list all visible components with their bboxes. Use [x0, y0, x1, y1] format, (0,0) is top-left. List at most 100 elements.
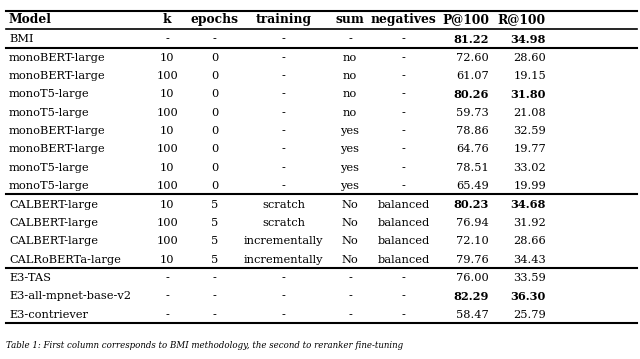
Text: 79.76: 79.76 — [456, 255, 489, 265]
Text: 100: 100 — [156, 108, 178, 118]
Text: -: - — [402, 71, 406, 81]
Text: -: - — [348, 310, 352, 320]
Text: 0: 0 — [211, 144, 218, 154]
Text: monoBERT-large: monoBERT-large — [9, 53, 106, 62]
Text: -: - — [282, 181, 285, 191]
Text: 78.51: 78.51 — [456, 163, 489, 173]
Text: 19.15: 19.15 — [513, 71, 546, 81]
Text: 36.30: 36.30 — [511, 291, 546, 302]
Text: 76.00: 76.00 — [456, 273, 489, 283]
Text: epochs: epochs — [191, 13, 239, 27]
Text: -: - — [212, 273, 216, 283]
Text: yes: yes — [340, 181, 360, 191]
Text: 10: 10 — [160, 200, 175, 210]
Text: -: - — [282, 292, 285, 302]
Text: -: - — [282, 163, 285, 173]
Text: scratch: scratch — [262, 218, 305, 228]
Text: 28.60: 28.60 — [513, 53, 546, 62]
Text: Table 1: First column corresponds to BMI methodology, the second to reranker fin: Table 1: First column corresponds to BMI… — [6, 341, 404, 350]
Text: training: training — [256, 13, 312, 27]
Text: 100: 100 — [156, 236, 178, 246]
Text: -: - — [348, 34, 352, 44]
Text: 34.98: 34.98 — [511, 34, 546, 45]
Text: -: - — [402, 310, 406, 320]
Text: -: - — [282, 71, 285, 81]
Text: -: - — [348, 292, 352, 302]
Text: -: - — [212, 310, 216, 320]
Text: -: - — [402, 53, 406, 62]
Text: yes: yes — [340, 126, 360, 136]
Text: 65.49: 65.49 — [456, 181, 489, 191]
Text: 0: 0 — [211, 126, 218, 136]
Text: 72.60: 72.60 — [456, 53, 489, 62]
Text: -: - — [282, 108, 285, 118]
Text: incrementally: incrementally — [244, 255, 324, 265]
Text: balanced: balanced — [378, 255, 429, 265]
Text: balanced: balanced — [378, 218, 429, 228]
Text: 100: 100 — [156, 181, 178, 191]
Text: P@100: P@100 — [442, 13, 489, 27]
Text: CALRoBERTa-large: CALRoBERTa-large — [9, 255, 121, 265]
Text: E3-contriever: E3-contriever — [9, 310, 88, 320]
Text: -: - — [402, 292, 406, 302]
Text: monoT5-large: monoT5-large — [9, 108, 90, 118]
Text: -: - — [402, 273, 406, 283]
Text: 81.22: 81.22 — [454, 34, 489, 45]
Text: 10: 10 — [160, 255, 175, 265]
Text: 28.66: 28.66 — [513, 236, 546, 246]
Text: -: - — [165, 34, 169, 44]
Text: 21.08: 21.08 — [513, 108, 546, 118]
Text: 80.23: 80.23 — [454, 199, 489, 210]
Text: -: - — [348, 273, 352, 283]
Text: monoBERT-large: monoBERT-large — [9, 144, 106, 154]
Text: 82.29: 82.29 — [454, 291, 489, 302]
Text: 0: 0 — [211, 108, 218, 118]
Text: no: no — [343, 108, 357, 118]
Text: 64.76: 64.76 — [456, 144, 489, 154]
Text: R@100: R@100 — [498, 13, 546, 27]
Text: -: - — [165, 310, 169, 320]
Text: 59.73: 59.73 — [456, 108, 489, 118]
Text: 32.59: 32.59 — [513, 126, 546, 136]
Text: balanced: balanced — [378, 236, 429, 246]
Text: 5: 5 — [211, 218, 218, 228]
Text: 10: 10 — [160, 126, 175, 136]
Text: -: - — [212, 34, 216, 44]
Text: 72.10: 72.10 — [456, 236, 489, 246]
Text: 80.26: 80.26 — [454, 89, 489, 100]
Text: -: - — [282, 310, 285, 320]
Text: monoBERT-large: monoBERT-large — [9, 71, 106, 81]
Text: 10: 10 — [160, 163, 175, 173]
Text: 61.07: 61.07 — [456, 71, 489, 81]
Text: No: No — [342, 255, 358, 265]
Text: E3-all-mpnet-base-v2: E3-all-mpnet-base-v2 — [9, 292, 131, 302]
Text: scratch: scratch — [262, 200, 305, 210]
Text: No: No — [342, 236, 358, 246]
Text: yes: yes — [340, 163, 360, 173]
Text: 5: 5 — [211, 200, 218, 210]
Text: 10: 10 — [160, 53, 175, 62]
Text: 100: 100 — [156, 218, 178, 228]
Text: 0: 0 — [211, 89, 218, 99]
Text: 34.43: 34.43 — [513, 255, 546, 265]
Text: no: no — [343, 89, 357, 99]
Text: 0: 0 — [211, 71, 218, 81]
Text: CALBERT-large: CALBERT-large — [9, 218, 98, 228]
Text: CALBERT-large: CALBERT-large — [9, 236, 98, 246]
Text: negatives: negatives — [371, 13, 436, 27]
Text: 5: 5 — [211, 255, 218, 265]
Text: balanced: balanced — [378, 200, 429, 210]
Text: k: k — [163, 13, 172, 27]
Text: -: - — [165, 273, 169, 283]
Text: 78.86: 78.86 — [456, 126, 489, 136]
Text: -: - — [212, 292, 216, 302]
Text: -: - — [402, 181, 406, 191]
Text: -: - — [282, 89, 285, 99]
Text: monoT5-large: monoT5-large — [9, 89, 90, 99]
Text: 19.77: 19.77 — [513, 144, 546, 154]
Text: 0: 0 — [211, 163, 218, 173]
Text: 25.79: 25.79 — [513, 310, 546, 320]
Text: yes: yes — [340, 144, 360, 154]
Text: 34.68: 34.68 — [511, 199, 546, 210]
Text: 100: 100 — [156, 144, 178, 154]
